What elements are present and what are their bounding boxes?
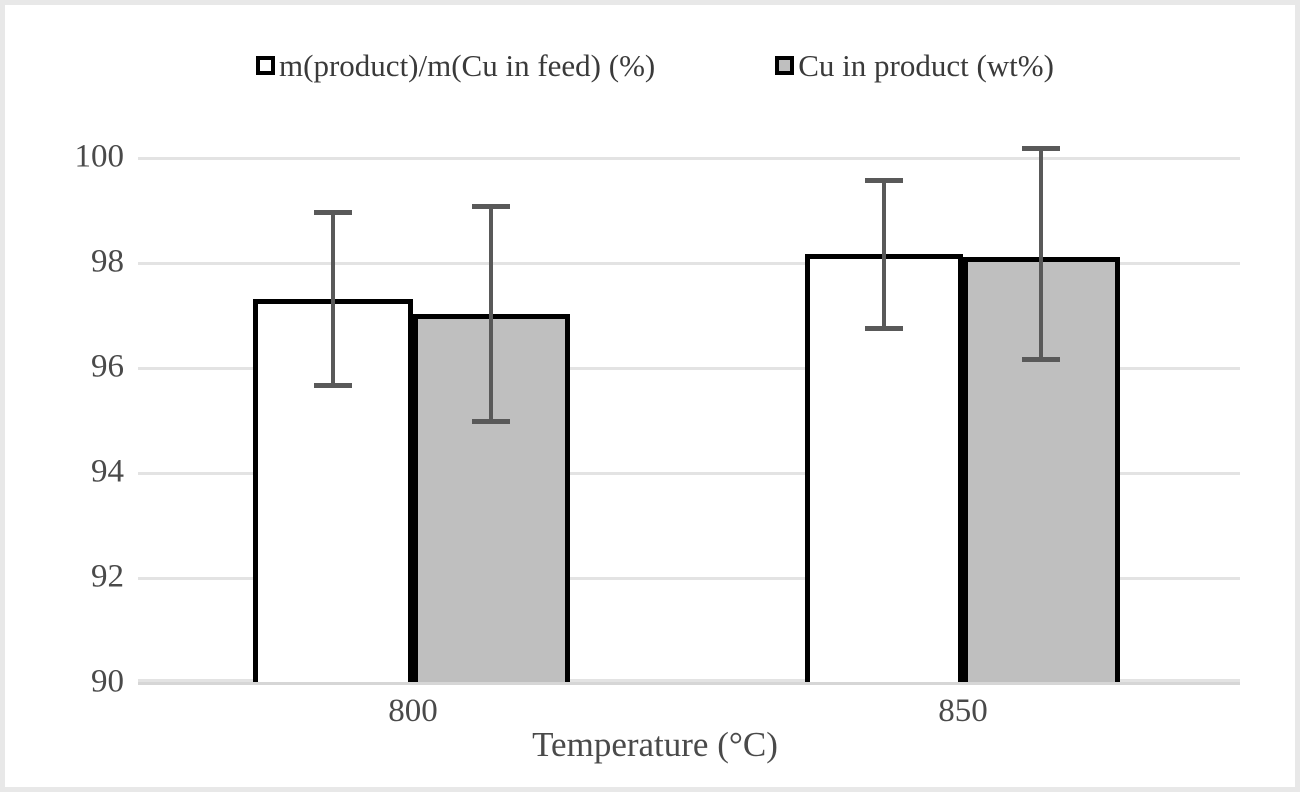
legend-item-m-product-ratio: m(product)/m(Cu in feed) (%) [256, 50, 655, 81]
y-tick-94: 94 [91, 453, 124, 490]
errorbar-cap-bottom [865, 326, 903, 331]
errorbar-cap-top [1022, 146, 1060, 151]
legend-swatch-gray-square-icon [775, 55, 795, 75]
errorbar-stem [489, 204, 493, 424]
y-tick-98: 98 [91, 243, 124, 280]
errorbar-cap-top [865, 178, 903, 183]
legend-item-cu-in-product: Cu in product (wt%) [775, 50, 1054, 81]
errorbar-cap-bottom [1022, 357, 1060, 362]
errorbar-cap-bottom [472, 419, 510, 424]
x-axis-line [138, 682, 1240, 685]
bar-800-m-product-ratio [253, 299, 413, 682]
errorbar-cap-top [314, 210, 352, 215]
gridline-90 [138, 679, 1240, 682]
x-axis-title: Temperature (°C) [532, 725, 778, 764]
gridline-100 [138, 157, 1240, 160]
gridline-94 [138, 472, 1240, 475]
legend-swatch-white-square-icon [256, 55, 276, 75]
gridline-98 [138, 262, 1240, 265]
errorbar-stem [882, 178, 886, 331]
legend-label-cu-in-product: Cu in product (wt%) [798, 47, 1054, 83]
y-tick-100: 100 [74, 138, 125, 175]
y-tick-92: 92 [91, 558, 124, 595]
x-axis-tick-labels: 800 850 [138, 695, 1240, 739]
errorbar-stem [1039, 146, 1043, 362]
legend-label-m-product-ratio: m(product)/m(Cu in feed) (%) [279, 47, 656, 83]
y-axis-tick-labels: 100 98 96 94 92 90 [5, 140, 138, 698]
x-tick-850: 850 [938, 693, 988, 729]
y-tick-90: 90 [91, 663, 124, 700]
chart-legend: m(product)/m(Cu in feed) (%) Cu in produ… [5, 43, 1295, 87]
errorbar-cap-top [472, 204, 510, 209]
y-tick-96: 96 [91, 348, 124, 385]
x-tick-800: 800 [388, 693, 438, 729]
gridline-96 [138, 367, 1240, 370]
gridline-92 [138, 577, 1240, 580]
errorbar-stem [331, 210, 335, 388]
errorbar-cap-bottom [314, 383, 352, 388]
plot-area [138, 146, 1240, 685]
